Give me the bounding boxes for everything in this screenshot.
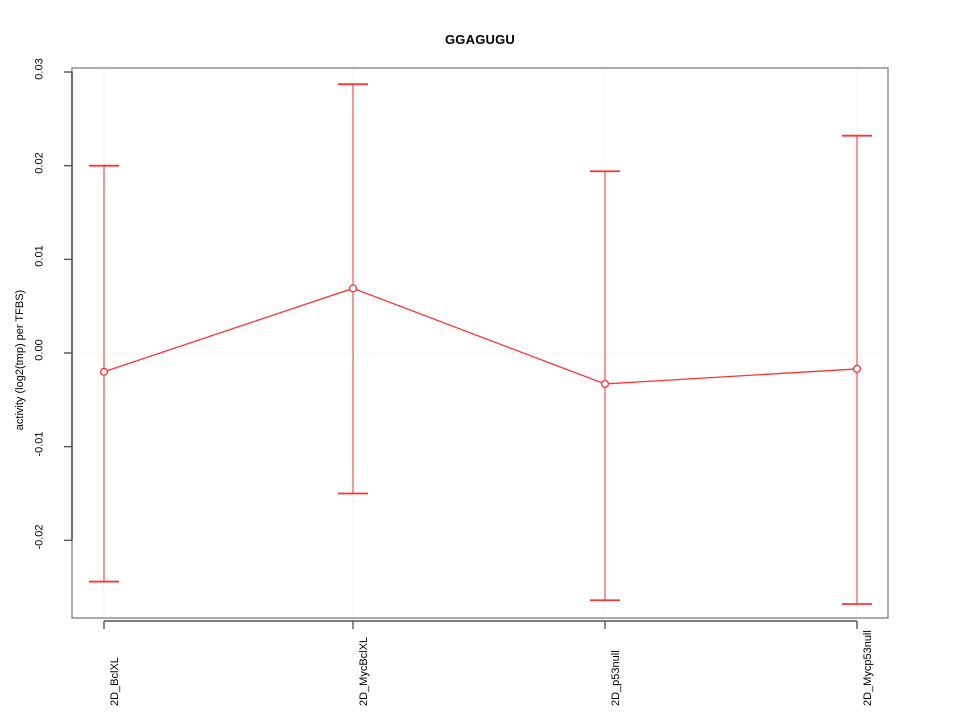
x-tick-label-3: 2D_Mycp53null [862,630,938,718]
x-tick-label-text: 2D_BclXL [109,657,121,706]
data-point-2[interactable] [600,379,610,388]
y-tick-label-text: -0.02 [33,524,46,550]
x-tick-label-2: 2D_p53null [610,650,666,718]
x-tick-label-1: 2D_MycBclXL [358,637,427,718]
x-tick-label-text: 2D_MycBclXL [358,636,370,706]
x-tick-label-text: 2D_Mycp53null [862,630,874,706]
y-tick-label-5: -0.02 [20,525,60,550]
y-tick-label-text: 0.03 [33,58,46,80]
y-tick-label-2: 0.01 [20,246,60,267]
data-series-layer [89,83,872,605]
y-tick-label-4: -0.01 [20,431,60,456]
data-point-1[interactable] [348,284,358,293]
plot-box [71,67,889,619]
x-tick-label-0: 2D_BclXL [109,657,158,718]
y-tick-label-text: 0.02 [33,151,46,174]
series-line [103,287,858,385]
y-tick-label-0: 0.03 [20,58,60,79]
axis-ticks-layer [64,71,858,629]
y-tick-label-text: -0.01 [33,431,46,457]
y-tick-label-text: 0.00 [33,339,46,361]
chart-title: GGAGUGU [444,32,515,47]
data-point-0[interactable] [99,367,109,376]
y-tick-label-3: 0.00 [20,339,60,360]
x-tick-label-text: 2D_p53null [610,650,622,706]
y-tick-label-1: 0.02 [20,152,60,173]
grid-layer [73,69,887,617]
y-tick-label-text: 0.01 [33,245,46,268]
data-point-3[interactable] [852,364,862,373]
plot-box-layer [71,67,889,619]
